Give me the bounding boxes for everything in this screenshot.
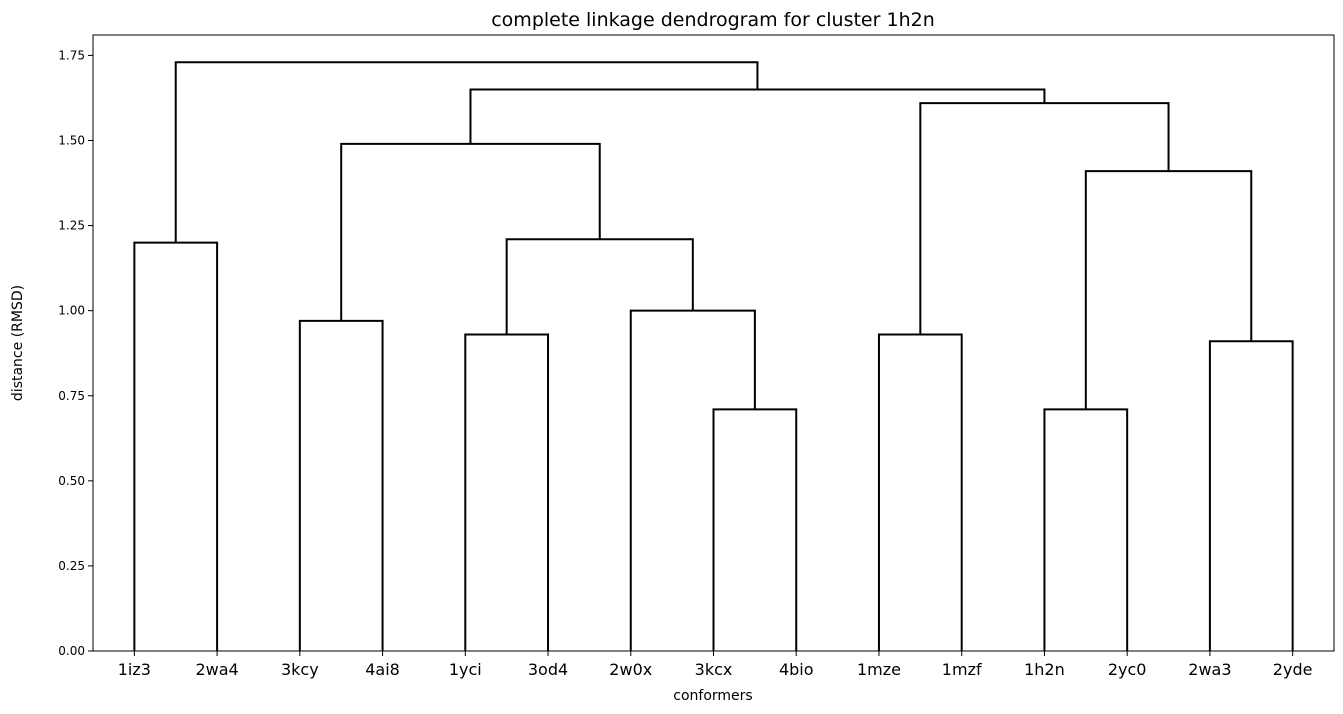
link-5 <box>505 238 694 335</box>
link-6 <box>340 142 601 321</box>
leaf-label-1yci: 1yci <box>449 660 482 679</box>
link-3 <box>712 408 798 651</box>
y-axis-label: distance (RMSD) <box>10 285 26 401</box>
leaf-label-4bio: 4bio <box>779 660 814 679</box>
link-0 <box>133 241 219 651</box>
leaf-label-1mzf: 1mzf <box>942 660 982 679</box>
leaf-label-1mze: 1mze <box>857 660 901 679</box>
leaf-label-2wa3: 2wa3 <box>1188 660 1231 679</box>
leaf-label-4ai8: 4ai8 <box>365 660 400 679</box>
leaf-label-2wa4: 2wa4 <box>195 660 238 679</box>
leaf-label-2yde: 2yde <box>1273 660 1313 679</box>
link-4 <box>629 309 756 651</box>
link-1 <box>298 319 384 651</box>
link-12 <box>469 88 1046 144</box>
leaf-label-1iz3: 1iz3 <box>118 660 151 679</box>
link-9 <box>1208 340 1294 651</box>
y-tick-label: 0.25 <box>58 559 85 573</box>
dendrogram-links <box>133 61 1294 651</box>
link-8 <box>1043 408 1129 651</box>
y-axis: 0.00 0.25 0.50 0.75 1.00 1.25 1.50 1.75 <box>58 48 93 658</box>
link-13 <box>174 61 759 243</box>
leaf-label-3od4: 3od4 <box>528 660 568 679</box>
x-axis-leaves: 1iz3 2wa4 3kcy 4ai8 1yci 3od4 2w0x 3kcx 4bio 1mze… <box>118 651 1313 679</box>
link-11 <box>919 102 1170 335</box>
y-tick-label: 1.75 <box>58 48 85 62</box>
y-tick-label: 0.00 <box>58 644 85 658</box>
leaf-label-2yc0: 2yc0 <box>1108 660 1147 679</box>
leaf-label-2w0x: 2w0x <box>609 660 652 679</box>
y-tick-label: 0.75 <box>58 389 85 403</box>
leaf-label-3kcx: 3kcx <box>695 660 733 679</box>
link-10 <box>1084 170 1253 410</box>
y-tick-label: 1.25 <box>58 219 85 233</box>
link-2 <box>464 333 550 651</box>
leaf-label-3kcy: 3kcy <box>281 660 319 679</box>
y-tick-label: 1.50 <box>58 134 85 148</box>
link-7 <box>877 333 963 651</box>
y-tick-label: 0.50 <box>58 474 85 488</box>
x-axis-label: conformers <box>673 688 752 704</box>
y-tick-label: 1.00 <box>58 304 85 318</box>
chart-title: complete linkage dendrogram for cluster … <box>491 9 935 31</box>
leaf-label-1h2n: 1h2n <box>1024 660 1065 679</box>
